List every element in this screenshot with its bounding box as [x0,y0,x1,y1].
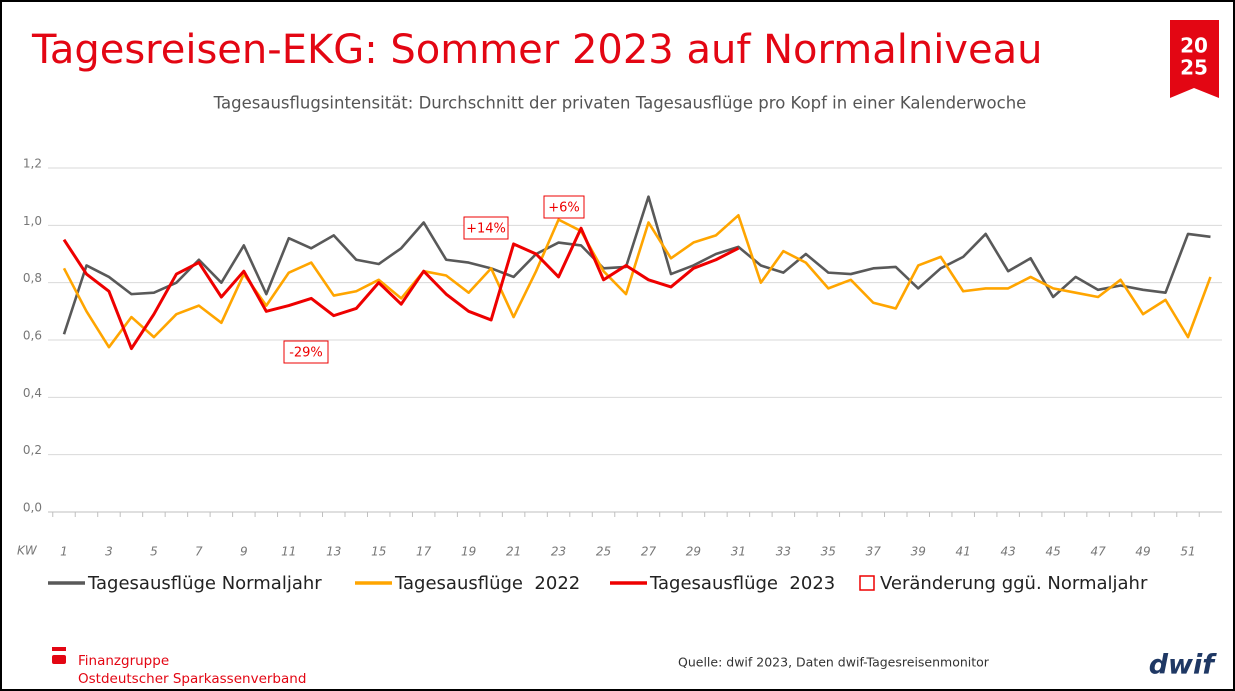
x-tick-label: 41 [956,545,971,559]
x-tick-label: 27 [641,545,657,559]
y-tick-label: 0,0 [23,501,42,515]
x-tick-label: 13 [326,545,341,559]
legend-label: Veränderung ggü. Normaljahr [880,573,1148,594]
annotation: +6% [548,201,580,216]
x-tick-label: 49 [1135,545,1150,559]
annotation: +14% [466,222,506,237]
badge-bottom: 25 [1180,56,1208,80]
legend-label: Tagesausflüge 2023 [649,573,835,594]
s-logo [52,655,66,664]
badge [1170,20,1219,98]
legend-label: Tagesausflüge 2022 [394,573,580,594]
x-tick-label: 31 [731,545,746,559]
dwif-logo: dwif [1149,650,1218,681]
org-line2: Ostdeutscher Sparkassenverband [78,671,306,687]
y-tick-label: 1,2 [23,157,42,171]
x-tick-label: 39 [911,545,926,559]
badge-top: 20 [1180,34,1208,58]
y-tick-label: 0,2 [23,443,42,457]
subtitle: Tagesausflugsintensität: Durchschnitt de… [213,94,1027,113]
y-tick-label: 0,6 [23,329,42,343]
x-tick-label: 5 [150,545,158,559]
legend-label: Tagesausflüge Normaljahr [87,573,322,594]
y-tick-label: 0,4 [23,386,42,400]
annotation-box [543,195,585,219]
x-tick-label: 7 [195,545,203,559]
x-tick-label: 25 [596,545,611,559]
x-tick-label: 17 [416,545,432,559]
x-tick-label: 43 [1001,545,1016,559]
x-axis-label: KW [17,544,38,558]
x-tick-label: 19 [461,545,476,559]
x-tick-label: 47 [1090,545,1106,559]
series-line [62,226,740,351]
org-line1: Finanzgruppe [78,653,169,669]
x-tick-label: 37 [866,545,882,559]
title: Tagesreisen-EKG: Sommer 2023 auf Normaln… [31,27,1042,73]
annotation: -29% [289,346,323,361]
x-tick-label: 9 [240,545,248,559]
series-line [62,195,1211,335]
x-tick-label: 21 [506,545,521,559]
y-tick-label: 1,0 [23,214,42,228]
annotation-box [283,340,329,364]
x-tick-label: 29 [686,545,701,559]
x-tick-label: 11 [281,545,296,559]
annotation-box [463,216,509,240]
s-logo [52,647,66,651]
x-tick-label: 3 [105,545,113,559]
x-tick-label: 51 [1180,545,1195,559]
legend-swatch [859,575,875,591]
y-tick-label: 0,8 [23,271,42,285]
x-tick-label: 45 [1045,545,1060,559]
x-tick-label: 33 [776,545,791,559]
x-tick-label: 23 [551,545,566,559]
x-tick-label: 15 [371,545,386,559]
x-tick-label: 35 [821,545,836,559]
source: Quelle: dwif 2023, Daten dwif-Tagesreise… [678,655,990,670]
x-tick-label: 1 [60,545,68,559]
